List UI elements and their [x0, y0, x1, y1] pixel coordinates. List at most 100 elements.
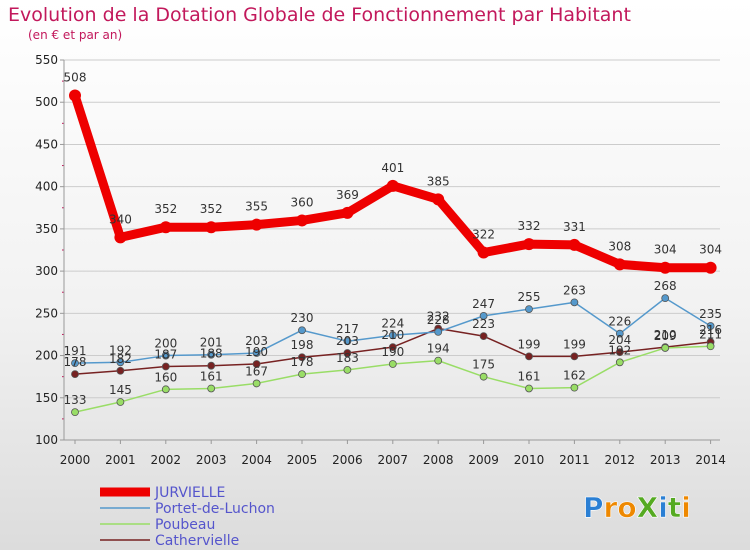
data-point — [296, 214, 308, 227]
data-point — [343, 349, 352, 357]
data-label: 223 — [472, 317, 495, 331]
data-label: 188 — [200, 347, 223, 361]
data-label: 230 — [291, 311, 314, 325]
data-label: 200 — [154, 337, 177, 351]
y-tick-label: 350 — [35, 222, 58, 236]
legend-label-cathervielle: Cathervielle — [155, 533, 239, 549]
data-label: 508 — [64, 70, 87, 84]
x-tick-label: 2014 — [695, 453, 726, 467]
data-point — [479, 332, 488, 341]
data-label: 209 — [654, 329, 677, 343]
data-point — [388, 331, 397, 340]
legend: JURVIELLE Portet-de-Luchon Poubeau Cathe… — [100, 485, 275, 549]
data-label: 192 — [608, 343, 631, 357]
data-point — [207, 361, 216, 370]
data-label: 322 — [472, 228, 495, 242]
data-point — [388, 343, 397, 352]
data-label: 133 — [64, 393, 87, 407]
data-point — [207, 384, 216, 393]
data-point — [71, 370, 79, 379]
x-tick-label: 2005 — [287, 453, 318, 467]
data-point — [704, 261, 717, 274]
data-label: 340 — [109, 212, 132, 226]
data-point — [343, 366, 352, 374]
data-point — [661, 294, 670, 303]
data-label: 401 — [381, 161, 404, 175]
legend-label-portet: Portet-de-Luchon — [155, 501, 275, 517]
data-point — [615, 348, 624, 357]
data-point — [706, 322, 715, 330]
y-tick-label: 100 — [35, 433, 58, 447]
y-tick-label: 500 — [35, 95, 58, 109]
data-point — [298, 370, 306, 379]
x-tick-label: 2007 — [378, 453, 409, 467]
data-label: 216 — [699, 323, 722, 337]
logo-letter: i — [658, 491, 668, 524]
data-label: 332 — [518, 219, 541, 233]
data-label: 304 — [699, 243, 722, 257]
data-point — [114, 231, 127, 244]
data-label: 160 — [154, 370, 177, 384]
data-label: 203 — [245, 334, 268, 348]
data-point — [71, 408, 79, 417]
data-point — [661, 344, 670, 352]
data-label: 385 — [427, 174, 450, 188]
data-label: 198 — [291, 338, 314, 352]
data-point — [570, 383, 579, 392]
x-tick-label: 2012 — [605, 453, 636, 467]
data-label: 191 — [64, 344, 87, 358]
data-label: 226 — [608, 315, 631, 329]
data-label: 352 — [200, 202, 223, 216]
x-tick-label: 2008 — [423, 453, 454, 467]
data-label: 355 — [245, 200, 268, 214]
data-point — [570, 352, 579, 361]
gridlines — [60, 59, 720, 441]
data-point — [477, 246, 490, 259]
data-label: 369 — [336, 188, 359, 202]
x-tick-label: 2013 — [650, 453, 681, 467]
data-label: 175 — [472, 358, 495, 372]
data-point — [525, 305, 533, 314]
data-point — [386, 179, 399, 192]
logo-letter: t — [668, 491, 681, 524]
data-point — [69, 89, 81, 102]
y-tick-label: 250 — [35, 306, 58, 320]
data-label: 360 — [291, 195, 314, 209]
data-label: 194 — [427, 342, 450, 356]
data-label: 228 — [427, 313, 450, 327]
data-label: 199 — [518, 337, 541, 351]
x-tick-label: 2000 — [60, 453, 91, 467]
data-point — [252, 360, 261, 368]
data-point — [159, 221, 172, 234]
data-point — [298, 326, 306, 335]
logo-letter: o — [617, 491, 636, 524]
y-tick-label: 400 — [35, 180, 58, 194]
y-tick-label: 300 — [35, 264, 58, 278]
data-label: 161 — [518, 369, 541, 383]
data-point — [525, 384, 533, 393]
data-label: 187 — [154, 348, 177, 362]
legend-label-jurvielle: JURVIELLE — [154, 485, 225, 501]
data-point — [252, 379, 261, 388]
x-tick-label: 2003 — [196, 453, 227, 467]
logo-letter: X — [637, 491, 659, 524]
data-label: 201 — [200, 336, 223, 350]
data-point — [613, 258, 626, 271]
data-point — [434, 328, 443, 336]
logo-letter: P — [583, 491, 604, 524]
x-tick-labels: 2000 2001 2002 2003 2004 2005 2006 2007 2008 2009… — [60, 440, 726, 467]
series-layer — [69, 89, 717, 417]
data-point — [523, 238, 535, 251]
data-label: 224 — [381, 316, 404, 330]
data-label: 190 — [381, 345, 404, 359]
data-point — [341, 206, 354, 219]
data-point — [434, 356, 443, 365]
data-label: 199 — [563, 337, 586, 351]
data-label: 268 — [654, 279, 677, 293]
data-label: 263 — [563, 283, 586, 297]
x-tick-label: 2006 — [332, 453, 363, 467]
data-label: 161 — [200, 369, 223, 383]
data-label: 217 — [336, 322, 359, 336]
x-tick-label: 2010 — [514, 453, 545, 467]
